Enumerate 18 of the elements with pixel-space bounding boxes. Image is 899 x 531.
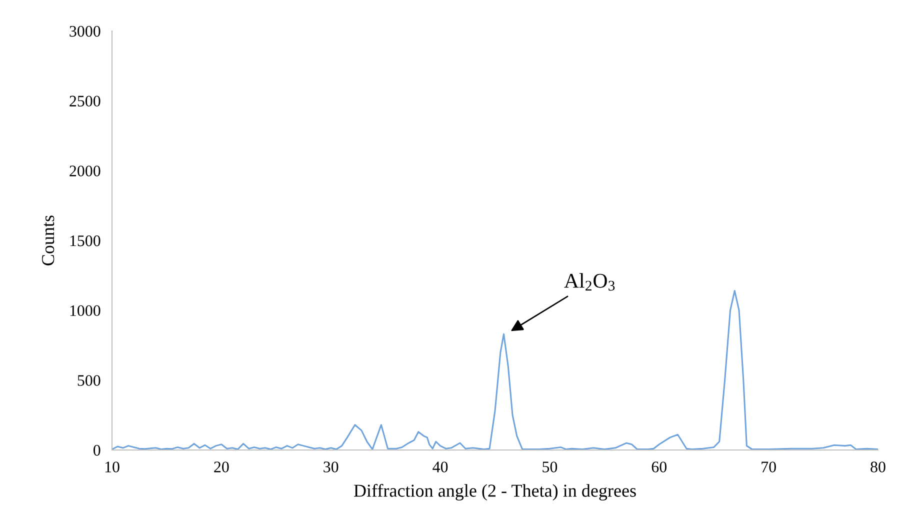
y-tick-label: 500	[78, 375, 100, 386]
x-tick-label: 10	[105, 462, 120, 472]
y-tick-label: 2000	[70, 166, 100, 176]
y-tick-label: 3000	[70, 26, 100, 37]
x-tick-label: 60	[652, 462, 667, 472]
x-tick-label: 70	[762, 462, 776, 472]
y-tick-label: 1000	[70, 305, 100, 316]
x-tick-label: 20	[214, 462, 229, 472]
x-tick-label: 80	[870, 462, 886, 472]
y-axis-title: Counts	[42, 216, 54, 266]
x-tick-label: 40	[432, 462, 448, 472]
x-axis-title: Diffraction angle (2 - Theta) in degrees	[354, 484, 636, 501]
y-tick-label: 1500	[70, 235, 100, 246]
y-tick-label: 0	[94, 444, 100, 456]
y-tick-label: 2500	[70, 96, 100, 107]
annotation: Al$_{2}$O$_{3}$	[564, 273, 615, 291]
x-tick-label: 50	[542, 462, 558, 472]
x-tick-label: 30	[324, 462, 338, 472]
